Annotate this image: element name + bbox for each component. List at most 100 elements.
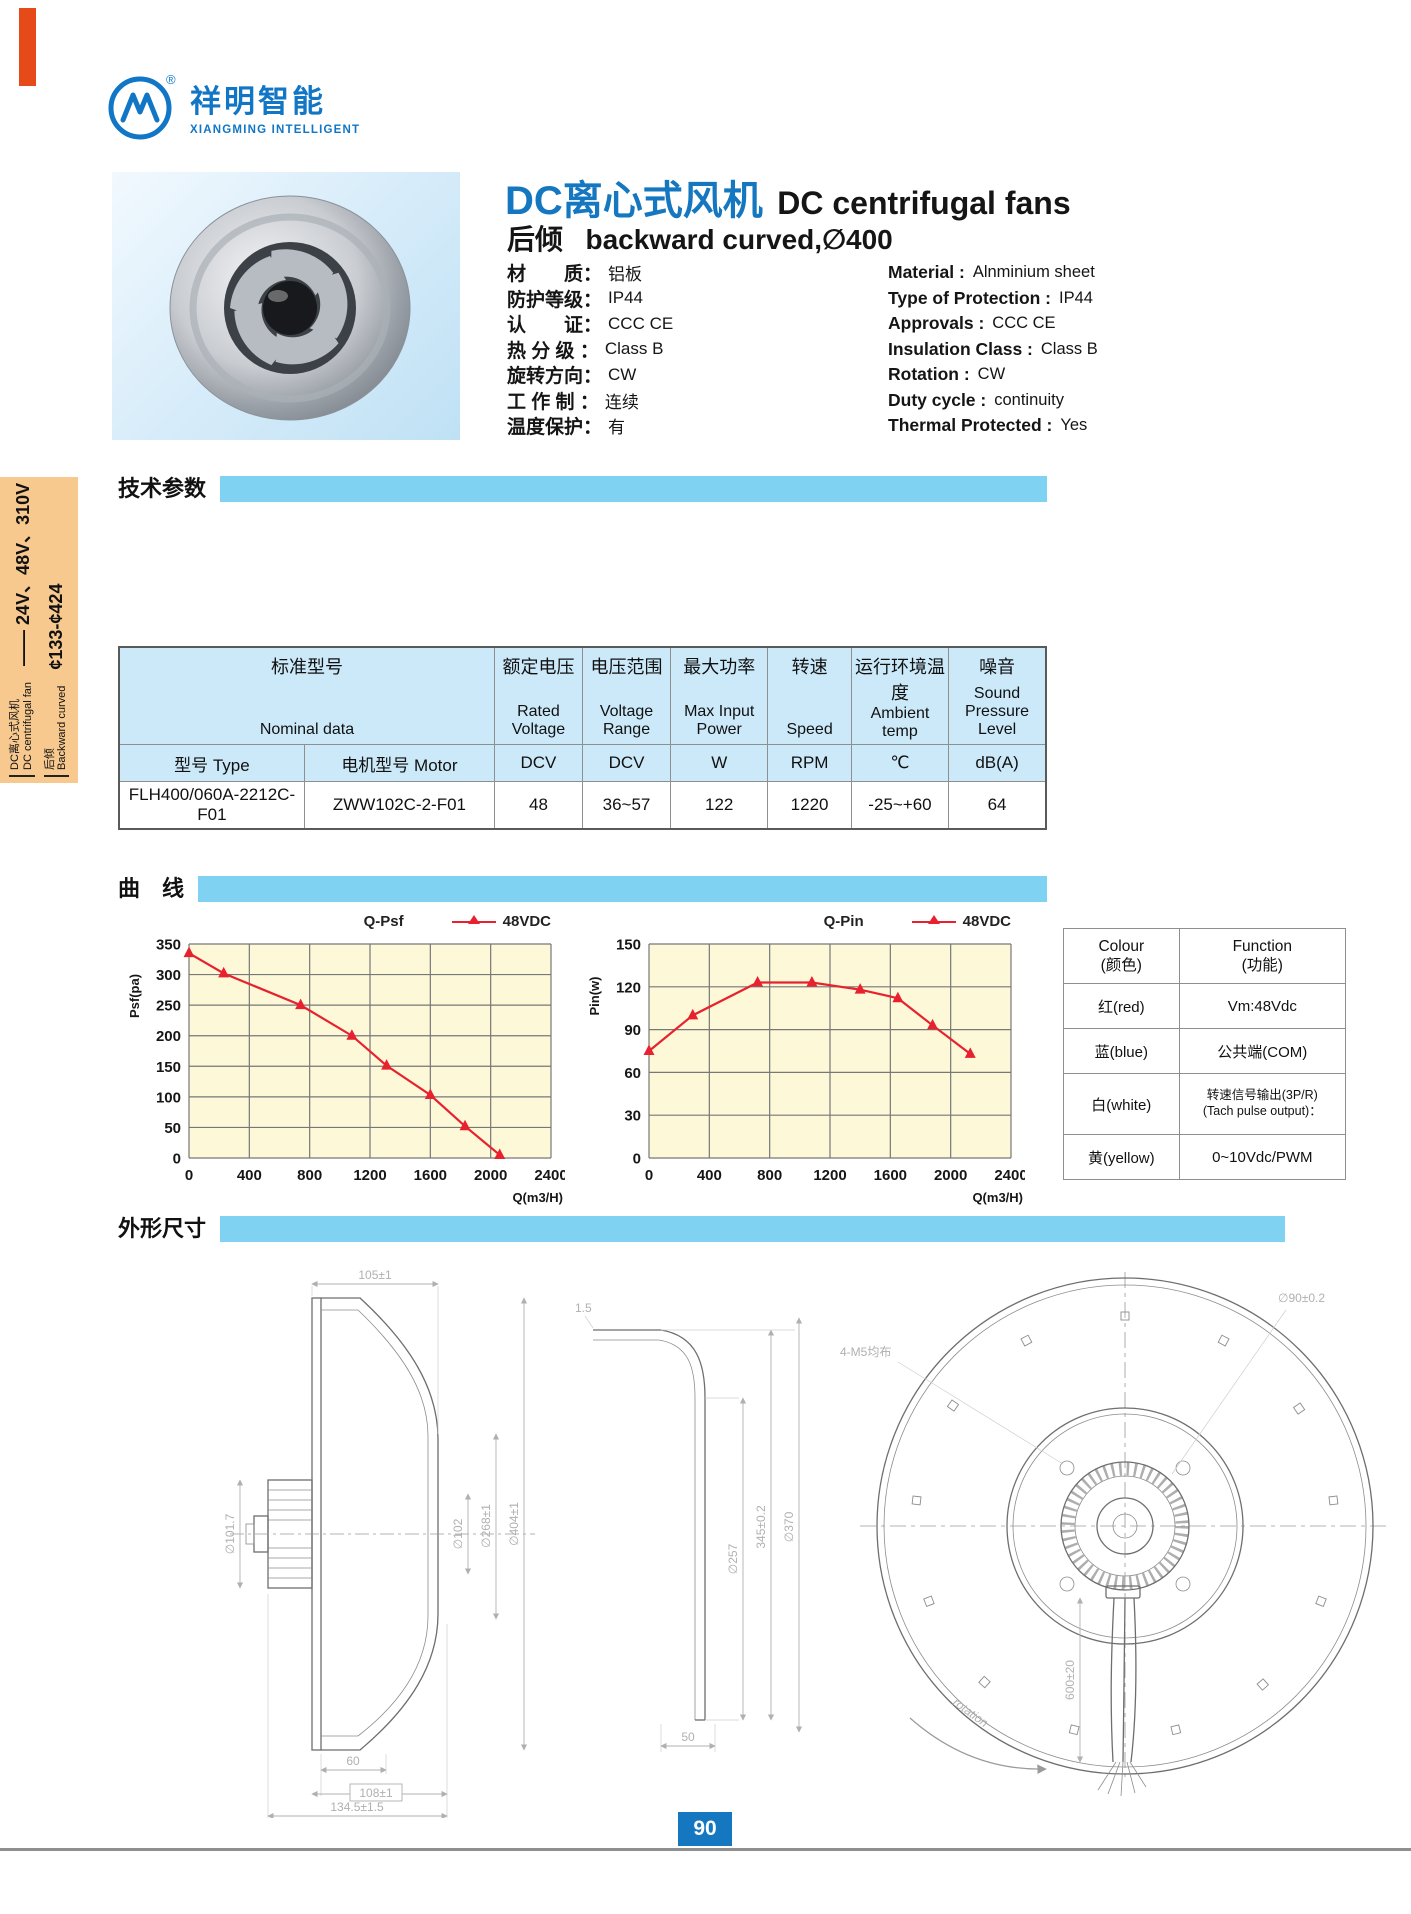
section-tech-label: 技术参数 xyxy=(118,476,207,501)
chart-legend: 48VDC xyxy=(911,912,1011,930)
wire-row-white: 白(white) 转速信号输出(3P/R) (Tach pulse output)… xyxy=(1063,1073,1347,1135)
svg-text:400: 400 xyxy=(697,1167,722,1184)
wire-row-red: 红(red) Vm:48Vdc xyxy=(1063,983,1347,1029)
chart-plot-area: 0 400 800 1200 1600 2000 2400 0 30 60 90 120 150 Pin(… xyxy=(585,934,1028,1211)
side-diameters: ¢133-¢424 xyxy=(45,583,66,670)
svg-text:1600: 1600 xyxy=(414,1167,447,1184)
svg-text:∅268±1: ∅268±1 xyxy=(479,1504,493,1548)
section-tech-params: 技术参数 xyxy=(118,476,1047,502)
side-series-cn: DC离心式风机 xyxy=(9,699,22,770)
svg-text:Pin(w): Pin(w) xyxy=(587,977,602,1016)
table-data-row: FLH400/060A-2212C-F01 ZWW102C-2-F01 48 36~… xyxy=(118,781,1047,830)
svg-text:0: 0 xyxy=(645,1167,653,1184)
section-dims-label: 外形尺寸 xyxy=(118,1216,207,1241)
svg-text:150: 150 xyxy=(616,937,641,954)
legend-marker-icon xyxy=(451,915,496,924)
page-number-badge: 90 xyxy=(678,1812,732,1846)
spec-list-cn: 材 质： 铝板 防护等级： IP44 认 证： CCC CE 热 分 级 ： Class… xyxy=(507,264,674,439)
chart-legend: 48VDC xyxy=(451,912,551,930)
svg-text:134.5±1.5: 134.5±1.5 xyxy=(330,1800,384,1814)
chart-title: Q-Pin xyxy=(823,912,864,930)
svg-text:60: 60 xyxy=(346,1754,360,1768)
svg-text:345±0.2: 345±0.2 xyxy=(754,1505,768,1549)
side-type-cn: 后倾 xyxy=(43,748,56,770)
svg-text:105±1: 105±1 xyxy=(358,1268,392,1282)
svg-text:0: 0 xyxy=(173,1151,181,1168)
svg-text:2000: 2000 xyxy=(934,1167,967,1184)
page-subtitle: 后倾 backward curved,∅400 xyxy=(507,218,893,258)
svg-text:350: 350 xyxy=(156,937,181,954)
chart-plot-area: 0 400 800 1200 1600 2000 2400 0 50 100 150 200 250 30… xyxy=(125,934,568,1211)
svg-text:1200: 1200 xyxy=(813,1167,846,1184)
section-dimensions: 外形尺寸 xyxy=(118,1216,1285,1242)
side-series-en: DC centrifugal fan xyxy=(21,681,34,770)
registered-mark: ® xyxy=(166,72,176,87)
svg-text:1200: 1200 xyxy=(353,1167,386,1184)
wire-function-table: Colour (颜色) Function (功能) 红(red) Vm:48Vdc … xyxy=(1063,928,1347,1180)
section-curves: 曲 线 xyxy=(118,876,1047,902)
svg-text:∅257: ∅257 xyxy=(726,1543,740,1574)
table-subheader-row: 型号 Type 电机型号 Motor DCV DCV W RPM ℃ dB(A) xyxy=(118,744,1047,782)
drawing-front-view: 4-M5均布 ∅90±0.2 600±20 rotation xyxy=(840,1272,1390,1797)
svg-text:800: 800 xyxy=(297,1167,322,1184)
svg-text:2000: 2000 xyxy=(474,1167,507,1184)
svg-text:800: 800 xyxy=(757,1167,782,1184)
svg-text:100: 100 xyxy=(156,1089,181,1106)
svg-text:600±20: 600±20 xyxy=(1063,1660,1077,1700)
wire-row-blue: 蓝(blue) 公共端(COM) xyxy=(1063,1028,1347,1074)
title-cn: DC离心式风机 xyxy=(505,179,763,223)
wire-row-yellow: 黄(yellow) 0~10Vdc/PWM xyxy=(1063,1134,1347,1180)
footer-divider xyxy=(0,1848,1411,1851)
section-curves-label: 曲 线 xyxy=(118,876,185,901)
svg-text:Q(m3/H): Q(m3/H) xyxy=(512,1190,563,1205)
svg-text:50: 50 xyxy=(681,1730,695,1744)
section-tech-bar xyxy=(220,476,1047,502)
tech-params-table: 标准型号 Nominal data 额定电压 Rated Voltage 电压范围 V… xyxy=(118,646,1047,830)
svg-text:0: 0 xyxy=(633,1151,641,1168)
drawing-ring-view: 1.5 ∅257 345±0.2 ∅370 50 xyxy=(575,1301,803,1752)
svg-text:∅90±0.2: ∅90±0.2 xyxy=(1278,1291,1325,1305)
svg-text:Psf(pa): Psf(pa) xyxy=(127,974,142,1018)
chart-q-pin: Q-Pin 48VDC 0 400 800 1200 1600 2000 2400 0 30 60… xyxy=(585,908,1028,1211)
product-photo xyxy=(112,172,460,440)
corner-mark xyxy=(19,8,36,86)
section-curves-bar xyxy=(198,876,1047,902)
chart-q-psf: Q-Psf 48VDC 0 400 800 1200 1600 2000 2400 0 50 10… xyxy=(125,908,568,1211)
svg-text:1600: 1600 xyxy=(874,1167,907,1184)
side-type-en: Backward curved xyxy=(56,685,69,770)
svg-text:1.5: 1.5 xyxy=(575,1301,592,1315)
drawing-side-view: 105±1 ∅101.7 ∅102 ∅268±1 ∅404±1 60 108±1… xyxy=(223,1268,535,1818)
side-index-strip: DC离心式风机 DC centrifugal fan —— 24V、48V、31… xyxy=(0,477,78,783)
svg-text:rotation: rotation xyxy=(950,1695,991,1730)
svg-text:∅404±1: ∅404±1 xyxy=(507,1502,521,1546)
page-title: DC离心式风机 DC centrifugal fans xyxy=(505,168,1071,226)
svg-text:400: 400 xyxy=(237,1167,262,1184)
svg-text:∅370: ∅370 xyxy=(782,1511,796,1542)
svg-text:4-M5均布: 4-M5均布 xyxy=(840,1345,891,1359)
svg-text:90: 90 xyxy=(624,1022,641,1039)
svg-text:150: 150 xyxy=(156,1059,181,1076)
chart-title: Q-Psf xyxy=(363,912,404,930)
svg-text:108±1: 108±1 xyxy=(359,1786,393,1800)
brand-logo: ® 祥明智能 XIANGMING INTELLIGENT xyxy=(106,70,360,142)
svg-text:∅101.7: ∅101.7 xyxy=(223,1513,237,1554)
svg-text:300: 300 xyxy=(156,967,181,984)
logo-en-text: XIANGMING INTELLIGENT xyxy=(190,124,361,136)
svg-text:Q(m3/H): Q(m3/H) xyxy=(972,1190,1023,1205)
svg-text:∅102: ∅102 xyxy=(451,1518,465,1549)
title-en: DC centrifugal fans xyxy=(777,185,1071,221)
legend-label: 48VDC xyxy=(962,912,1011,930)
svg-text:250: 250 xyxy=(156,998,181,1015)
svg-text:2400: 2400 xyxy=(994,1167,1025,1184)
legend-label: 48VDC xyxy=(502,912,551,930)
spec-list-en: Material : Alnminium sheet Type of Protec… xyxy=(888,262,1098,436)
svg-text:30: 30 xyxy=(624,1108,641,1125)
subtitle-cn: 后倾 xyxy=(507,224,564,255)
svg-text:200: 200 xyxy=(156,1028,181,1045)
svg-text:60: 60 xyxy=(624,1065,641,1082)
dimension-drawings: 105±1 ∅101.7 ∅102 ∅268±1 ∅404±1 60 108±1… xyxy=(223,1268,1390,1818)
logo-cn-text: 祥明智能 xyxy=(190,84,326,119)
svg-text:50: 50 xyxy=(164,1120,181,1137)
fan-illustration xyxy=(169,195,411,421)
